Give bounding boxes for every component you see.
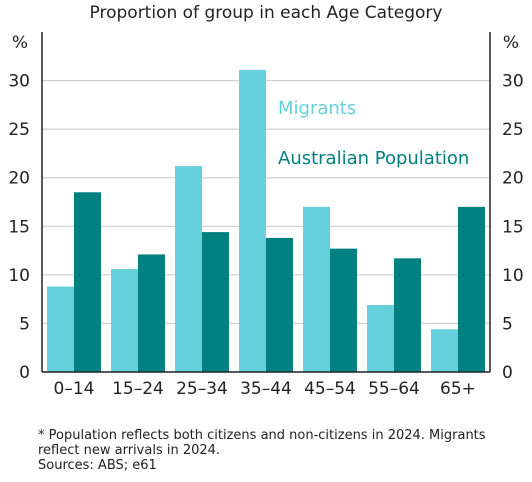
y-tick-label-right: 25 <box>502 120 524 140</box>
y-tick-label-left: 15 <box>8 217 30 237</box>
y-tick-label-right: 0 <box>502 363 513 383</box>
footnote: * Population reflects both citizens and … <box>38 428 486 458</box>
y-tick-label-left: 10 <box>8 266 30 286</box>
x-tick-label: 65+ <box>440 379 476 399</box>
bar <box>431 329 458 372</box>
bar <box>330 248 357 372</box>
bar <box>266 237 293 372</box>
y-tick-label-right: 10 <box>502 266 524 286</box>
bar <box>394 258 421 372</box>
chart-notes: * Population reflects both citizens and … <box>38 428 528 473</box>
y-tick-label-right: 30 <box>502 72 524 92</box>
y-tick-label-left: 20 <box>8 169 30 189</box>
y-tick-label-left: 30 <box>8 72 30 92</box>
y-tick-label-right: 15 <box>502 217 524 237</box>
x-tick-label: 55–64 <box>368 379 420 399</box>
bar <box>303 206 330 372</box>
axes: 0 0 5 5 10 10 15 15 20 20 25 25 30 30 0–14 15–24 25–34 35… <box>8 32 524 399</box>
y-tick-label-right: 5 <box>502 314 513 334</box>
y-tick-label-left: 0 <box>19 363 30 383</box>
bar <box>74 192 101 372</box>
sources-note: Sources: ABS; e61 <box>38 458 157 473</box>
bar <box>202 232 229 372</box>
bars <box>47 69 485 372</box>
bar <box>138 254 165 372</box>
bar <box>239 69 266 372</box>
bar-chart: Proportion of group in each Age Category… <box>8 3 524 399</box>
x-tick-label: 0–14 <box>54 379 95 399</box>
chart-title: Proportion of group in each Age Category <box>90 3 443 23</box>
x-tick-label: 35–44 <box>240 379 292 399</box>
x-tick-label: 15–24 <box>112 379 164 399</box>
y-tick-label-left: 25 <box>8 120 30 140</box>
legend-entry: Migrants <box>278 98 356 119</box>
left-unit-label: % <box>12 33 28 53</box>
bar <box>47 286 74 372</box>
bar <box>175 166 202 372</box>
y-tick-label-right: 20 <box>502 169 524 189</box>
bar <box>367 304 394 372</box>
bar <box>111 269 138 372</box>
x-tick-label: 25–34 <box>176 379 228 399</box>
legend-entry: Australian Population <box>278 148 469 169</box>
right-unit-label: % <box>503 33 519 53</box>
x-tick-label: 45–54 <box>304 379 356 399</box>
legend: Migrants Australian Population <box>278 98 469 169</box>
bar <box>458 206 485 372</box>
y-tick-label-left: 5 <box>19 314 30 334</box>
